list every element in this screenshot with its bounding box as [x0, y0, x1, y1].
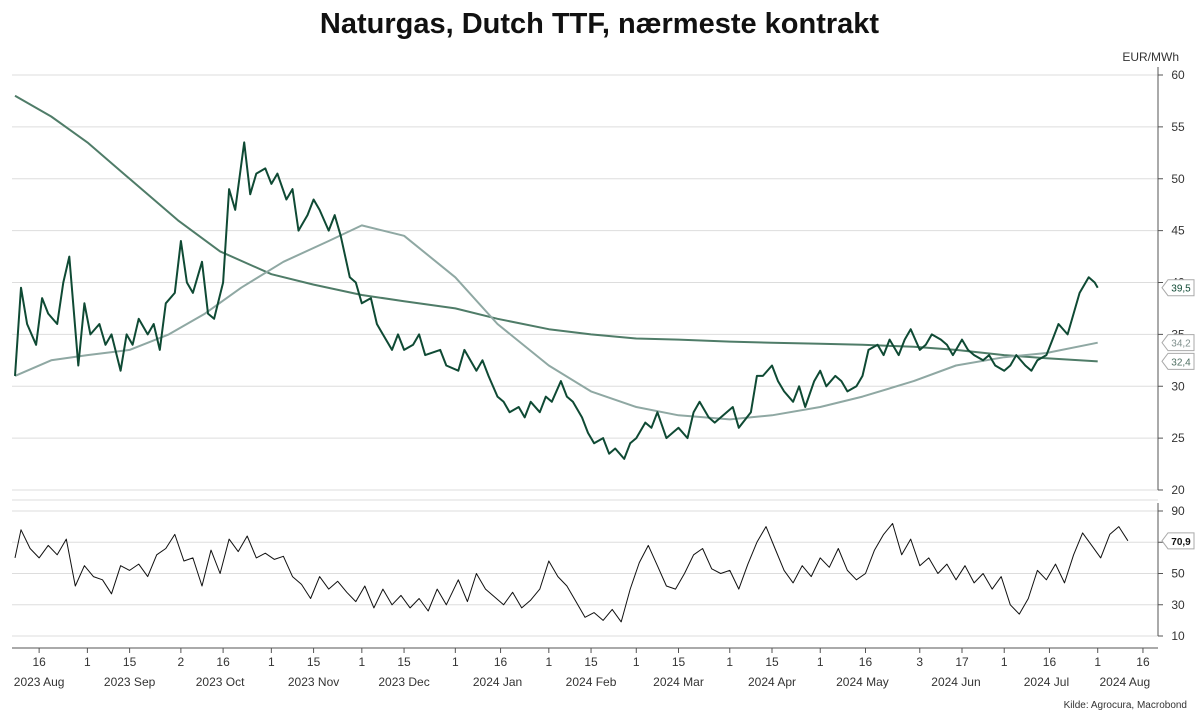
price-panel-y-tick-label: 55	[1171, 120, 1185, 134]
x-month-label: 2024 Feb	[566, 675, 617, 689]
price-panel-y-tick-label: 20	[1171, 483, 1185, 497]
x-tick-label: 15	[672, 655, 686, 669]
x-tick-label: 1	[817, 655, 824, 669]
price-line	[14, 141, 1099, 460]
x-tick-label: 1	[452, 655, 459, 669]
x-tick-label: 16	[494, 655, 508, 669]
chart-title: Naturgas, Dutch TTF, nærmeste kontrakt	[319, 8, 880, 40]
x-tick-label: 1	[268, 655, 275, 669]
x-tick-label: 1	[633, 655, 640, 669]
source-label: Kilde: Agrocura, Macrobond	[1063, 700, 1187, 711]
x-tick-label: 1	[1001, 655, 1008, 669]
x-tick-label: 1	[545, 655, 552, 669]
x-tick-label: 15	[307, 655, 321, 669]
x-tick-label: 15	[765, 655, 779, 669]
x-month-label: 2024 May	[836, 675, 889, 689]
price-panel-y-tick-label: 25	[1171, 431, 1185, 445]
x-tick-label: 15	[397, 655, 411, 669]
x-month-label: 2024 Jul	[1024, 675, 1069, 689]
x-month-label: 2024 Apr	[748, 675, 796, 689]
price-panel-y-tick-label: 50	[1171, 172, 1185, 186]
ma_long-value-callout	[1161, 352, 1195, 370]
x-tick-label: 16	[216, 655, 230, 669]
x-tick-label: 1	[84, 655, 91, 669]
x-tick-label: 1	[1094, 655, 1101, 669]
x-month-label: 2023 Sep	[104, 675, 156, 689]
x-tick-label: 1	[726, 655, 733, 669]
x-month-label: 2023 Aug	[14, 675, 65, 689]
rsi-line	[14, 523, 1129, 623]
rsi-panel-y-tick-label: 30	[1171, 598, 1185, 612]
x-month-label: 2024 Mar	[653, 675, 704, 689]
x-month-label: 2023 Nov	[288, 675, 339, 689]
ma_mid-line	[14, 224, 1098, 421]
rsi-panel-y-tick-label: 10	[1171, 629, 1185, 643]
x-month-label: 2023 Oct	[196, 675, 245, 689]
x-tick-label: 15	[123, 655, 137, 669]
unit-label: EUR/MWh	[1122, 50, 1179, 64]
ma_mid-last-value-label: 34,2	[1171, 339, 1191, 350]
x-tick-label: 16	[32, 655, 46, 669]
x-month-label: 2024 Jun	[931, 675, 980, 689]
rsi-panel-y-tick-label: 90	[1171, 504, 1185, 518]
x-tick-label: 1	[358, 655, 365, 669]
x-tick-label: 16	[1136, 655, 1150, 669]
x-month-label: 2023 Dec	[378, 675, 429, 689]
price-panel-y-tick-label: 45	[1171, 224, 1185, 238]
x-tick-label: 3	[916, 655, 923, 669]
price-value-callout	[1161, 279, 1195, 297]
ma_long-last-value-label: 32,4	[1171, 357, 1191, 368]
ma_mid-value-callout	[1161, 334, 1195, 352]
ma_long-line	[14, 94, 1098, 363]
price-panel-y-tick-label: 30	[1171, 379, 1185, 393]
rsi-last-value-label: 70,9	[1171, 537, 1191, 548]
x-month-label: 2024 Aug	[1099, 675, 1150, 689]
x-month-label: 2024 Jan	[473, 675, 522, 689]
x-tick-label: 16	[1043, 655, 1057, 669]
price-last-value-label: 39,5	[1171, 284, 1191, 295]
price-panel-y-tick-label: 60	[1171, 68, 1185, 82]
x-tick-label: 2	[178, 655, 185, 669]
x-tick-label: 17	[955, 655, 969, 669]
x-tick-label: 16	[859, 655, 873, 669]
x-tick-label: 15	[584, 655, 598, 669]
rsi-value-callout	[1161, 532, 1195, 550]
rsi-panel-y-tick-label: 50	[1171, 567, 1185, 581]
